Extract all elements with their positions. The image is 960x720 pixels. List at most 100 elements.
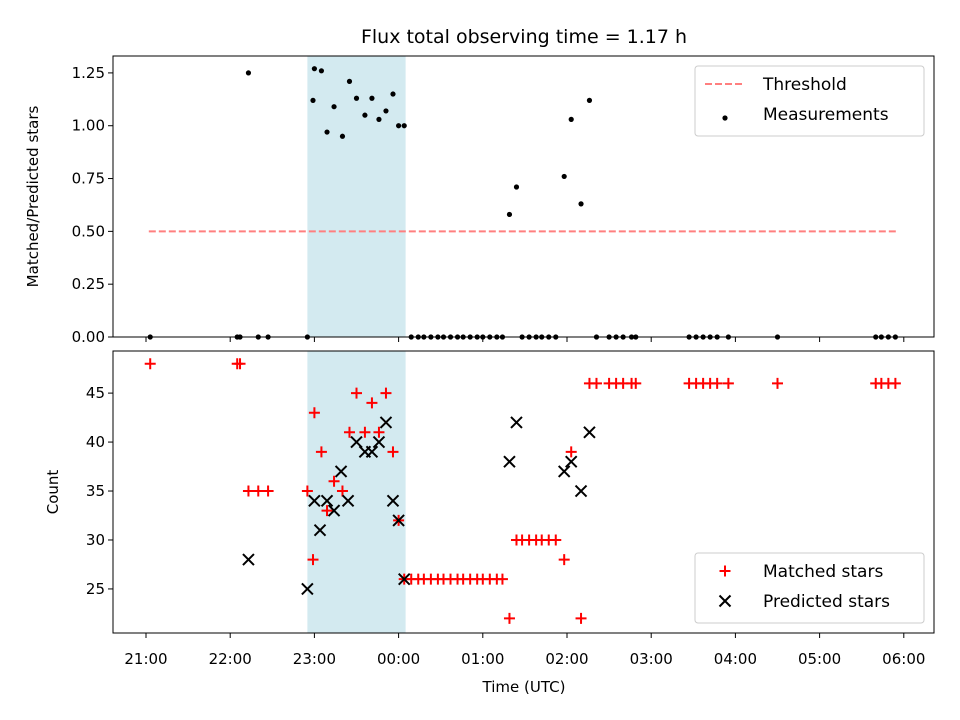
matched-star-point [321, 505, 333, 517]
measurement-point [383, 108, 389, 114]
highlight-span [307, 56, 406, 337]
predicted-star-point [379, 416, 393, 429]
predicted-star-point [398, 572, 411, 586]
matched-star-point [575, 612, 587, 624]
measurement-point [561, 173, 567, 180]
predicted-star-point [392, 514, 405, 527]
measurement-point [318, 68, 325, 74]
matched-star-point [550, 534, 562, 546]
predicted-star-point [565, 455, 578, 468]
series-predicted-stars [242, 416, 596, 596]
matched-star-point [262, 485, 274, 497]
legend-matched-handle [719, 565, 731, 577]
x-axis-label: Time (UTC) [482, 678, 566, 696]
predicted-star-point [365, 445, 379, 459]
matched-star-point [328, 475, 340, 487]
y-tick-label: 25 [86, 580, 105, 598]
matched-star-point [307, 554, 319, 566]
measurement-point [401, 123, 407, 129]
y-tick-label: 40 [86, 433, 105, 451]
predicted-star-point [372, 435, 386, 449]
predicted-star-point [334, 465, 348, 478]
measurement-point [578, 201, 584, 207]
matched-star-point [630, 377, 642, 389]
predicted-star-point [510, 416, 523, 429]
x-tick-label: 04:00 [714, 650, 757, 668]
measurement-point [369, 95, 375, 101]
measurement-point [331, 104, 337, 110]
legend-measurement-handle [722, 115, 728, 121]
y-tick-label: 0.75 [72, 170, 105, 188]
x-tick-label: 00:00 [377, 650, 420, 668]
matched-star-point [359, 426, 371, 438]
x-tick-label: 21:00 [124, 650, 167, 668]
legend-predicted-handle [718, 594, 732, 608]
matched-star-point [308, 407, 320, 419]
measurement-point [339, 133, 346, 139]
predicted-star-point [313, 523, 327, 537]
measurement-point [390, 91, 396, 97]
measurement-point [586, 97, 593, 103]
matched-star-point [351, 387, 362, 399]
measurement-point [362, 112, 368, 118]
matched-star-point [301, 485, 313, 497]
legend-label: Matched stars [763, 562, 883, 582]
predicted-star-point [503, 455, 516, 468]
matched-star-point [387, 446, 399, 458]
matched-star-point [503, 612, 515, 624]
axes-frame [112, 55, 935, 338]
legend-box [694, 65, 925, 137]
measurement-point [376, 116, 382, 122]
matched-star-point [373, 426, 385, 438]
predicted-star-point [557, 465, 571, 478]
matched-star-point [366, 397, 378, 409]
legend-label: Predicted stars [763, 592, 890, 612]
measurement-point [396, 123, 402, 129]
measurement-point [513, 184, 520, 190]
matched-star-point [590, 377, 602, 389]
x-tick-label: 05:00 [798, 650, 841, 668]
x-tick-label: 03:00 [630, 650, 673, 668]
matched-star-point [234, 358, 246, 370]
matched-star-point [711, 377, 723, 389]
predicted-star-point [308, 494, 321, 508]
chart-title: Flux total observing time = 1.17 h [361, 26, 687, 48]
top-panel-ratio: 0.00 0.25 0.50 0.75 1.00 1.25 Threshold Measure… [72, 55, 935, 346]
predicted-star-point [386, 494, 400, 508]
matched-star-point [252, 485, 264, 497]
bottom-panel-count: 25 30 35 40 45 Matched stars Predicted stars [86, 350, 935, 638]
series-matched-stars [144, 358, 901, 624]
measurement-point [346, 78, 353, 84]
matched-star-point [336, 485, 348, 497]
bottom-y-axis-label: Count [44, 470, 62, 515]
predicted-star-point [320, 494, 334, 508]
legend-label: Threshold [762, 75, 847, 95]
y-tick-label: 1.25 [72, 64, 105, 82]
legend-label: Measurements [763, 105, 889, 125]
matched-star-point [565, 446, 577, 458]
measurement-point [353, 95, 360, 101]
predicted-star-point [242, 553, 255, 566]
measurement-point [245, 70, 252, 76]
legend-box [694, 552, 925, 624]
predicted-star-point [327, 504, 341, 517]
y-tick-label: 0.00 [72, 328, 105, 346]
top-y-axis-label: Matched/Predicted stars [24, 106, 42, 288]
x-tick-label: 06:00 [882, 650, 925, 668]
matched-star-point [772, 377, 783, 389]
predicted-star-point [574, 484, 588, 498]
matched-star-point [144, 358, 156, 370]
matched-star-point [722, 377, 734, 389]
y-tick-label: 45 [86, 384, 105, 402]
matched-star-point [343, 426, 355, 438]
matched-star-point [558, 554, 570, 566]
y-tick-label: 0.25 [72, 275, 105, 293]
matched-star-point [380, 387, 392, 399]
y-tick-label: 0.50 [72, 222, 105, 240]
x-tick-label: 01:00 [461, 650, 504, 668]
x-tick-label: 22:00 [209, 650, 252, 668]
measurement-point [568, 116, 574, 122]
matched-star-point [496, 573, 508, 585]
measurement-point [311, 66, 317, 72]
